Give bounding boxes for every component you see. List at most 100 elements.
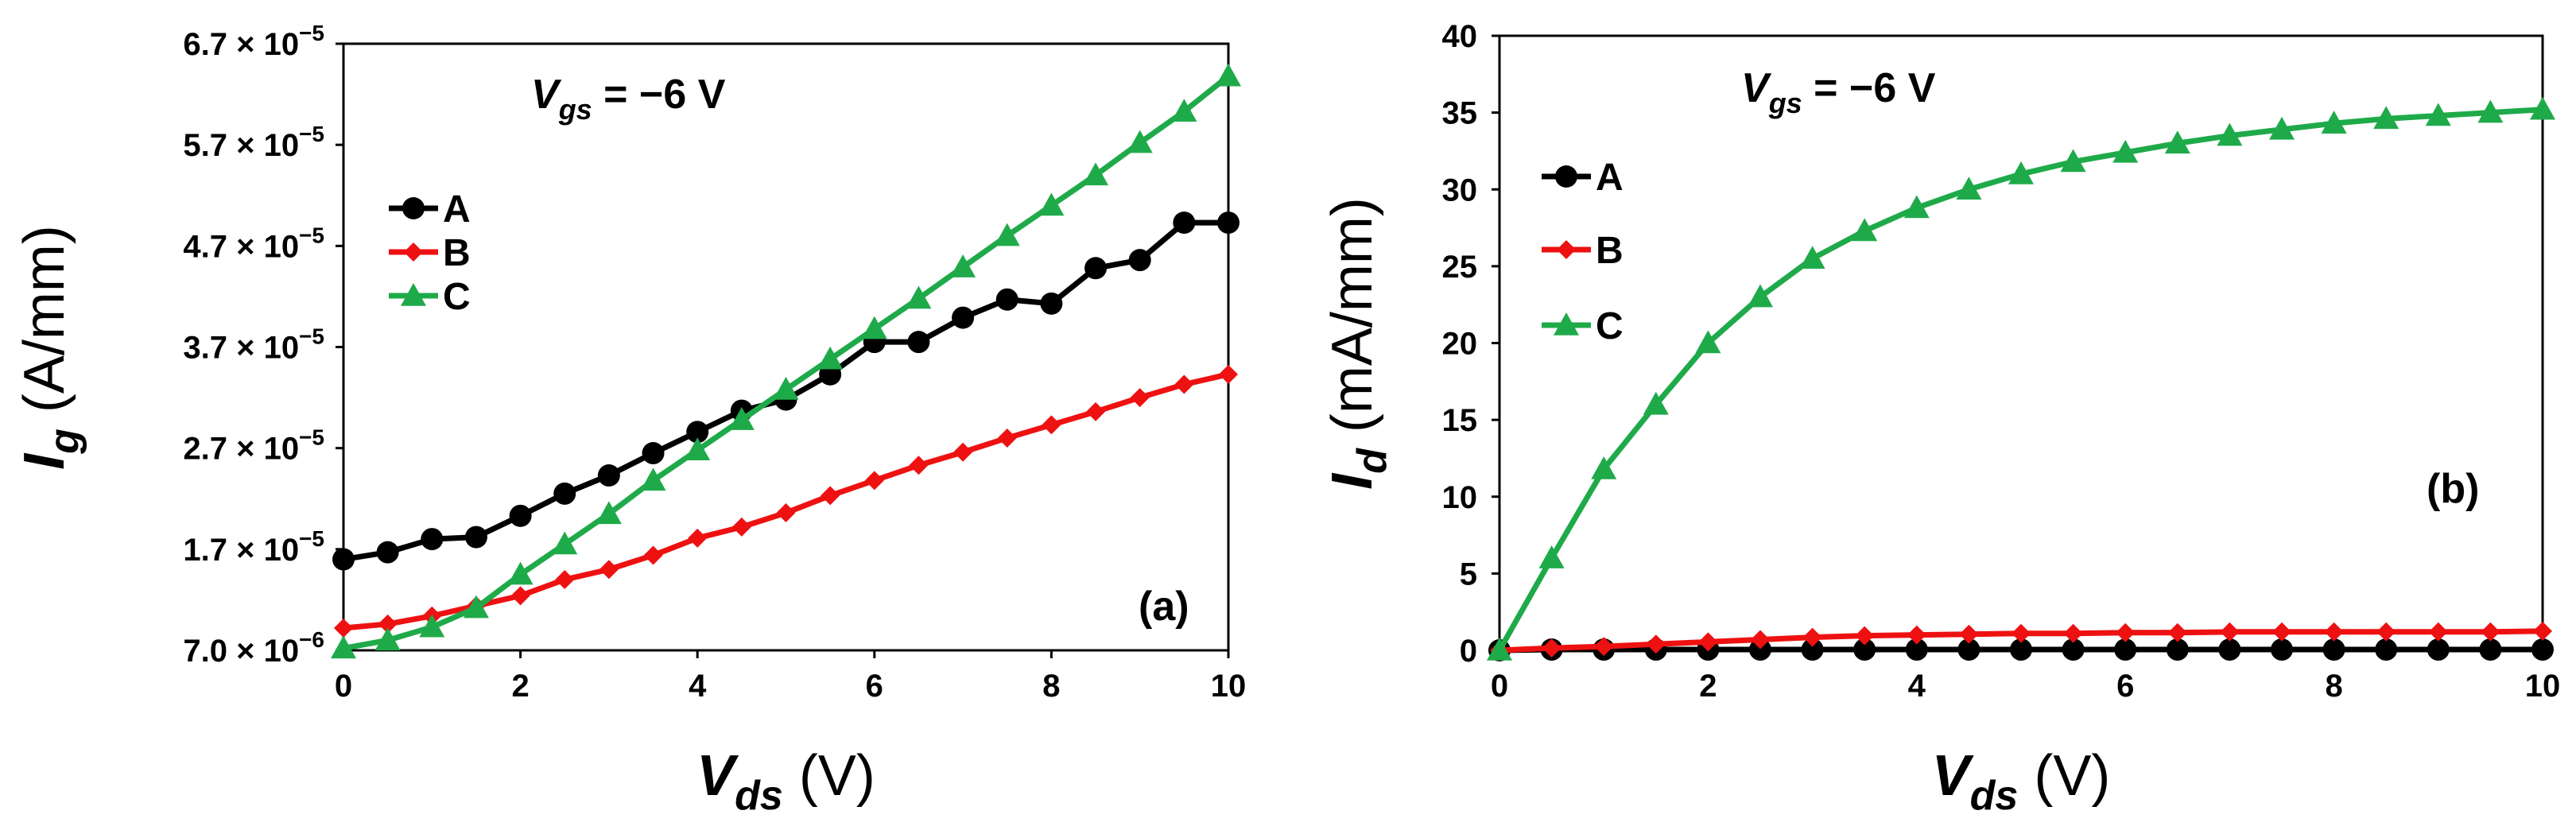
- series-B-point: [2428, 622, 2448, 642]
- y-tick-label: 30: [1442, 173, 1478, 208]
- series-B-point: [510, 586, 530, 606]
- series-B-point: [953, 442, 973, 462]
- series-A-point: [2010, 638, 2032, 661]
- legend-item-C: C: [1542, 305, 1624, 347]
- legend-item-C: C: [389, 276, 471, 318]
- series-C-point: [1799, 246, 1825, 270]
- legend-label: C: [1596, 305, 1624, 347]
- series-C-point: [1695, 330, 1721, 354]
- legend-swatch-marker: [402, 197, 425, 219]
- series-C: [1487, 96, 2555, 661]
- series-A-point: [1173, 211, 1196, 235]
- series-C: [331, 63, 1241, 659]
- x-tick-label: 4: [689, 669, 707, 704]
- series-C-point: [773, 376, 799, 400]
- panel-label: (a): [1139, 584, 1189, 630]
- series-B-point: [1751, 630, 1770, 650]
- series-B-point: [1042, 415, 1061, 435]
- series-C-point: [640, 467, 666, 491]
- legend-item-B: B: [389, 232, 471, 274]
- series-B-point: [334, 619, 353, 638]
- series-B-point: [2533, 621, 2552, 641]
- x-axis-title: Vds (V): [1932, 744, 2111, 819]
- series-B-point: [1174, 374, 1194, 394]
- series-C-point: [2321, 111, 2347, 134]
- series-A-point: [2531, 638, 2554, 661]
- series-A-point: [2166, 638, 2189, 661]
- series-C-point: [2373, 106, 2399, 130]
- y-tick-label: 2.7 × 10−5: [183, 425, 324, 467]
- series-C-point: [419, 614, 445, 638]
- series-A-point: [1853, 638, 1876, 661]
- vgs-annotation: Vgs = −6 V: [531, 72, 726, 126]
- panel-label: (b): [2427, 466, 2479, 512]
- series-C-point: [2112, 139, 2139, 163]
- series-C-line: [1496, 107, 2543, 652]
- series-C-point: [1852, 218, 1878, 242]
- legend-swatch-marker: [1557, 240, 1576, 259]
- series-C-line: [343, 73, 1231, 651]
- series-B-point: [2272, 622, 2291, 642]
- legend-item-A: A: [389, 188, 471, 231]
- series-C-point: [861, 316, 887, 339]
- series-C-point: [2477, 99, 2504, 123]
- series-A-point: [907, 331, 930, 354]
- series-C-point: [2008, 161, 2034, 184]
- series-B: [334, 364, 1238, 638]
- series-A-point: [553, 482, 576, 505]
- legend-item-B: B: [1542, 230, 1624, 272]
- x-tick-label: 6: [2116, 669, 2134, 704]
- series-C-point: [1038, 192, 1065, 216]
- series-B-point: [1594, 637, 1614, 657]
- series-C-point: [1487, 638, 1512, 661]
- y-tick-label: 6.7 × 10−5: [183, 21, 324, 62]
- x-axis-title: Vds (V): [696, 744, 875, 819]
- series-C-point: [1591, 456, 1617, 479]
- series-C-point: [728, 407, 755, 430]
- series-C-point: [2060, 149, 2086, 173]
- series-A-point: [2218, 638, 2241, 661]
- series-A-point: [421, 528, 444, 551]
- series-A-point: [2114, 638, 2137, 661]
- series-C-point: [2269, 116, 2295, 140]
- legend-label: B: [443, 232, 471, 274]
- legend-label: A: [1596, 157, 1624, 199]
- series-A-point: [1128, 249, 1151, 272]
- series-A-point: [332, 548, 355, 571]
- series-B-point: [1646, 634, 1666, 654]
- series-B-point: [2220, 622, 2240, 642]
- series-B-point: [2116, 622, 2136, 642]
- series-C-point: [1903, 195, 1930, 219]
- chart-a: 0 2 4 6 8 10 7.0 × 10−6 1.7 × 10−5 2.7 × 10−5 3.7…: [13, 21, 1246, 819]
- series-B-point: [1907, 625, 1926, 645]
- series-B-point: [731, 517, 751, 537]
- series-A-point: [1217, 211, 1240, 235]
- series-C-point: [994, 223, 1020, 246]
- y-axis-title: Id (mA/mm): [1321, 197, 1395, 490]
- plot-frame: [342, 42, 1230, 652]
- y-tick-label: 3.7 × 10−5: [183, 324, 324, 366]
- legend-swatch-marker: [404, 242, 423, 262]
- series-C-point: [552, 531, 578, 555]
- series-A-point: [2375, 638, 2398, 661]
- series-B-point: [2481, 622, 2500, 642]
- series-B-point: [909, 456, 929, 475]
- y-tick-label: 1.7 × 10−5: [183, 526, 324, 568]
- legend-label: C: [443, 276, 471, 318]
- y-tick-label: 7.0 × 10−6: [183, 627, 324, 669]
- series-A-point: [1040, 292, 1063, 315]
- y-axis-title: Ig (A/mm): [13, 225, 87, 470]
- series-B-point: [1130, 388, 1150, 408]
- x-tick-label: 2: [1699, 669, 1717, 704]
- series-B-point: [776, 503, 796, 523]
- series-B-point: [1855, 626, 1875, 646]
- x-tick-label: 6: [866, 669, 883, 704]
- legend-item-A: A: [1542, 157, 1624, 199]
- series-C-point: [2425, 103, 2451, 126]
- y-tick-label: 15: [1442, 403, 1478, 438]
- x-tick-label: 10: [2525, 669, 2561, 704]
- chart-b: 0 2 4 6 8 10 0 5 10 15 20 25 30 35 40 ABC Vgs = −6 V (b) V…: [1321, 19, 2560, 819]
- x-tick-label: 4: [1908, 669, 1926, 704]
- series-B-point: [555, 569, 575, 589]
